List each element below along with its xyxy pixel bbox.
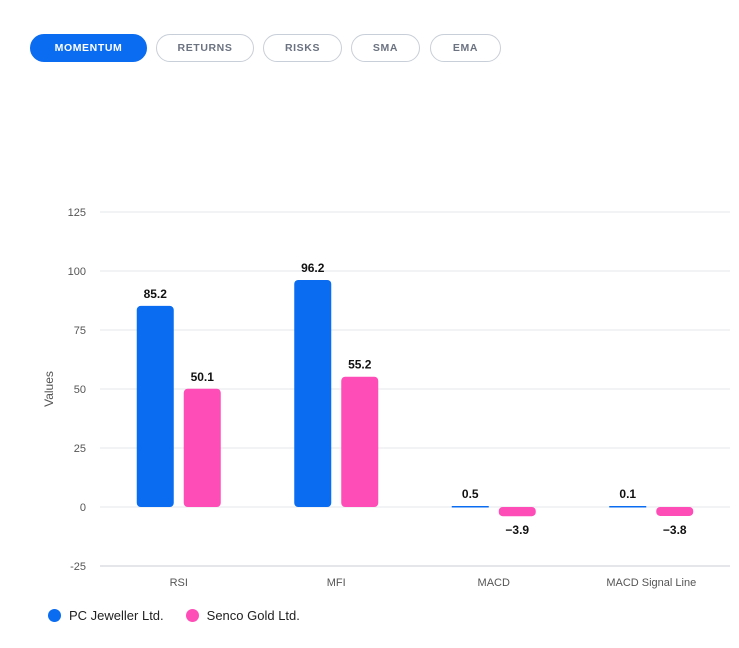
- x-tick-label: MACD Signal Line: [606, 577, 696, 589]
- y-tick-label: 0: [80, 502, 86, 514]
- y-tick-label: 100: [68, 266, 86, 278]
- legend-swatch-pc-jeweller: [48, 609, 61, 622]
- legend-swatch-senco-gold: [185, 609, 199, 622]
- x-tick-label: RSI: [170, 577, 188, 589]
- y-tick-label: 75: [74, 325, 86, 337]
- tab-sma[interactable]: SMA: [351, 34, 420, 62]
- y-tick-label: 125: [68, 207, 86, 219]
- chart-legend: PC Jeweller Ltd. Senco Gold Ltd.: [48, 608, 322, 623]
- data-label: 85.2: [144, 287, 168, 301]
- y-tick-label: 50: [74, 384, 86, 396]
- data-label: −3.9: [505, 523, 529, 537]
- legend-item-senco-gold[interactable]: Senco Gold Ltd.: [185, 608, 300, 623]
- data-label: −3.8: [663, 523, 687, 537]
- data-label: 0.5: [462, 487, 479, 501]
- x-tick-label: MACD: [478, 577, 510, 589]
- bar: [341, 376, 379, 507]
- x-tick-label: MFI: [327, 577, 346, 589]
- y-tick-label: -25: [70, 561, 86, 573]
- bar: [136, 305, 174, 507]
- tab-ema[interactable]: EMA: [430, 34, 501, 62]
- bar: [294, 279, 332, 507]
- y-axis-label: Values: [42, 371, 56, 407]
- tab-risks[interactable]: RISKS: [263, 34, 342, 62]
- tab-returns[interactable]: RETURNS: [156, 34, 254, 62]
- data-label: 96.2: [301, 261, 325, 275]
- legend-item-pc-jeweller[interactable]: PC Jeweller Ltd.: [48, 608, 164, 623]
- bar: [451, 506, 489, 508]
- data-label: 55.2: [348, 358, 372, 372]
- data-label: 0.1: [619, 487, 636, 501]
- bar: [183, 388, 221, 507]
- y-tick-label: 25: [74, 443, 86, 455]
- tab-momentum[interactable]: MOMENTUM: [30, 34, 147, 62]
- bar: [656, 507, 694, 516]
- bar: [498, 507, 536, 517]
- bar: [609, 506, 647, 508]
- bar-chart: -25 0 25 50 75 100 125 Values RSI MFI MACD MACD Sig…: [42, 207, 730, 589]
- legend-label-pc-jeweller: PC Jeweller Ltd.: [69, 608, 164, 623]
- legend-label-senco-gold: Senco Gold Ltd.: [206, 608, 300, 623]
- data-label: 50.1: [191, 370, 215, 384]
